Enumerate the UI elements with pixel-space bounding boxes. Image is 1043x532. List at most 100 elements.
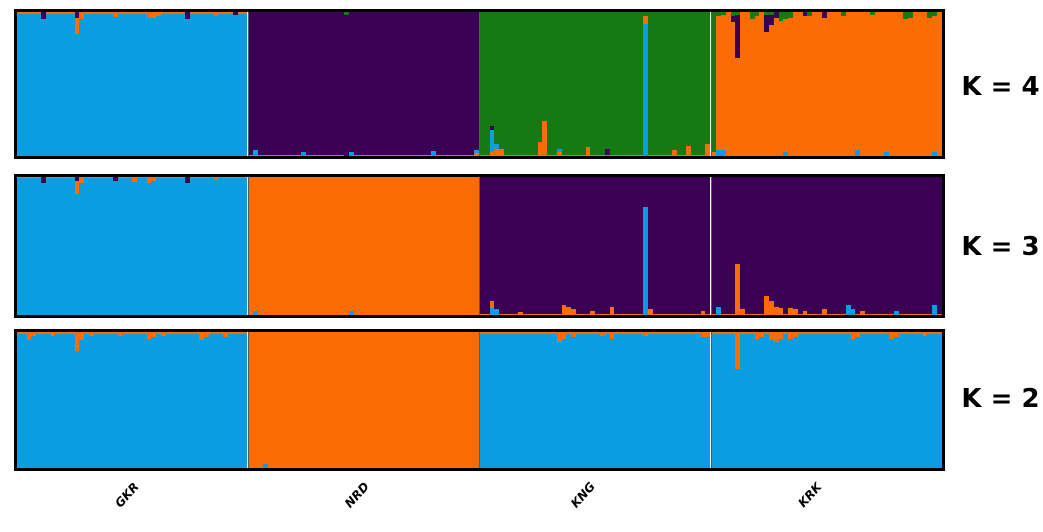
individual-bar [513,12,519,156]
orange-cluster-segment [382,332,388,468]
orange-cluster-segment [705,332,711,337]
blue-cluster-segment [184,333,190,468]
individual-bar [310,332,316,468]
individual-bar [633,177,639,315]
blue-cluster-segment [175,14,181,156]
orange-cluster-segment [691,314,696,315]
orange-cluster-segment [874,332,880,334]
orange-cluster-segment [599,332,605,337]
individual-bar [532,177,538,315]
orange-cluster-segment [445,332,450,468]
orange-cluster-segment [291,332,297,468]
purple-cluster-segment [272,12,278,155]
individual-bar [103,177,109,315]
individual-bar [551,12,557,156]
green-cluster-segment [494,12,500,145]
individual-bar [836,332,842,468]
blue-cluster-segment [903,333,909,468]
purple-cluster-segment [358,12,364,155]
orange-cluster-segment [325,154,331,156]
blue-cluster-segment [213,333,219,468]
blue-cluster-segment [223,337,229,468]
orange-cluster-segment [532,332,538,334]
individual-bar [180,177,185,315]
green-cluster-segment [667,12,672,155]
individual-bar [180,12,185,156]
blue-cluster-segment [643,23,648,156]
green-cluster-segment [595,12,600,155]
purple-cluster-segment [282,12,287,155]
orange-cluster-segment [136,177,142,179]
individual-bar [484,332,490,468]
individual-bar [306,177,311,315]
orange-cluster-segment [633,154,639,156]
orange-cluster-segment [609,154,615,156]
purple-cluster-segment [258,12,263,155]
individual-bar [793,177,798,315]
individual-bar [695,12,701,156]
individual-bar [566,12,572,156]
purple-cluster-segment [184,177,190,183]
orange-cluster-segment [301,332,307,468]
individual-bar [151,332,157,468]
individual-bar [609,12,615,156]
orange-cluster-segment [320,154,326,156]
orange-cluster-segment [903,332,909,334]
individual-bar [416,12,422,156]
orange-cluster-segment [127,12,133,15]
individual-bar [425,12,431,156]
blue-cluster-segment [695,333,701,468]
individual-bar [537,12,543,156]
individual-bar [344,332,350,468]
individual-bar [769,332,774,468]
individual-bar [532,12,538,156]
blue-cluster-segment [585,333,591,468]
individual-bar [518,12,524,156]
orange-cluster-segment [638,332,644,334]
individual-bar [277,12,283,156]
orange-cluster-segment [55,12,61,15]
purple-cluster-segment [730,177,736,315]
orange-cluster-segment [769,301,774,315]
individual-bar [127,177,133,315]
orange-cluster-segment [695,332,701,334]
individual-bar [778,177,784,315]
orange-cluster-segment [773,306,779,315]
orange-cluster-segment [464,154,470,156]
individual-bar [585,332,591,468]
purple-cluster-segment [812,177,818,315]
individual-bar [74,177,80,315]
individual-bar [523,177,528,315]
individual-bar [232,177,238,315]
blue-cluster-segment [151,337,157,468]
individual-bar [888,332,894,468]
individual-bar [334,12,340,156]
individual-bar [296,12,302,156]
individual-bar [705,177,711,315]
orange-cluster-segment [306,154,311,156]
purple-cluster-segment [633,177,639,315]
purple-cluster-segment [378,12,383,155]
individual-bar [494,332,500,468]
orange-cluster-segment [165,332,171,334]
blue-cluster-segment [817,333,822,468]
individual-bar [272,12,278,156]
green-cluster-segment [657,12,663,155]
blue-cluster-segment [242,14,248,156]
blue-cluster-segment [69,14,75,156]
individual-bar [638,12,644,156]
orange-cluster-segment [469,154,474,156]
orange-cluster-segment [484,314,490,315]
blue-cluster-segment [194,333,200,468]
orange-cluster-segment [258,332,263,468]
orange-cluster-segment [518,154,524,156]
individual-bar [228,332,233,468]
individual-bar [189,177,195,315]
individual-bar [797,332,803,468]
orange-cluster-segment [88,177,94,179]
individual-bar [903,177,909,315]
orange-cluster-segment [686,145,692,156]
individual-bar [927,177,933,315]
individual-bar [315,12,321,156]
orange-cluster-segment [363,154,369,156]
